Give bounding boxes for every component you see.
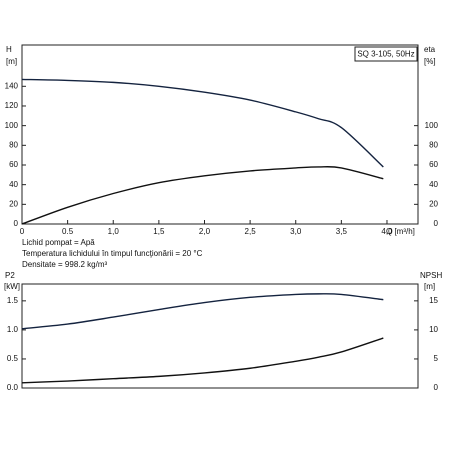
x-tick-label: 3,5 xyxy=(336,227,348,236)
x-tick-label: 2,5 xyxy=(245,227,257,236)
x-tick-label: 2,0 xyxy=(199,227,211,236)
y2-axis-unit: [%] xyxy=(424,57,436,66)
annotation: Densitate = 998.2 kg/m³ xyxy=(22,260,107,269)
y-tick-label: 120 xyxy=(5,101,19,110)
annotation: Temperatura lichidului în timpul funcţio… xyxy=(22,249,203,258)
curve xyxy=(21,293,384,330)
curve xyxy=(21,166,384,225)
y-axis-label: P2 xyxy=(5,271,15,280)
x-tick-label: 3,0 xyxy=(290,227,302,236)
x-tick-label: 1,5 xyxy=(153,227,165,236)
y2-tick-label: 80 xyxy=(429,140,438,149)
y-tick-label: 0.0 xyxy=(7,383,19,392)
y2-axis-label: eta xyxy=(424,45,436,54)
plot-frame xyxy=(21,44,419,225)
y-axis-label: H xyxy=(6,45,12,54)
y2-tick-label: 5 xyxy=(434,354,439,363)
y2-tick-label: 60 xyxy=(429,160,438,169)
plot-frame xyxy=(21,283,419,389)
y2-tick-label: 0 xyxy=(434,219,439,228)
y2-tick-label: 40 xyxy=(429,180,438,189)
y-tick-label: 100 xyxy=(5,121,19,130)
y2-tick-label: 15 xyxy=(429,296,438,305)
y-tick-label: 1.0 xyxy=(7,325,19,334)
y-tick-label: 0 xyxy=(14,219,19,228)
x-tick-label: 4,0 xyxy=(381,227,393,236)
x-tick-label: 1,0 xyxy=(108,227,120,236)
curve xyxy=(21,337,384,384)
y2-tick-label: 20 xyxy=(429,199,438,208)
y-tick-label: 40 xyxy=(9,180,18,189)
chart-title: SQ 3-105, 50Hz xyxy=(357,50,414,59)
y-tick-label: 60 xyxy=(9,160,18,169)
y2-tick-label: 10 xyxy=(429,325,438,334)
y-tick-label: 1.5 xyxy=(7,296,19,305)
annotation: Lichid pompat = Apă xyxy=(22,238,95,247)
y-tick-label: 140 xyxy=(5,81,19,90)
y2-tick-label: 0 xyxy=(434,383,439,392)
y-tick-label: 80 xyxy=(9,140,18,149)
x-tick-label: 0.5 xyxy=(62,227,74,236)
x-tick-label: 0 xyxy=(20,227,25,236)
y-tick-label: 20 xyxy=(9,199,18,208)
x-axis-label: Q [m³/h] xyxy=(386,227,415,236)
y2-axis-unit: [m] xyxy=(424,282,435,291)
y-tick-label: 0.5 xyxy=(7,354,19,363)
title-box xyxy=(354,46,418,62)
y-axis-unit: [kW] xyxy=(4,282,20,291)
y2-axis-label: NPSH xyxy=(420,271,442,280)
curve xyxy=(21,78,384,168)
y-axis-unit: [m] xyxy=(6,57,17,66)
y2-tick-label: 100 xyxy=(425,121,439,130)
